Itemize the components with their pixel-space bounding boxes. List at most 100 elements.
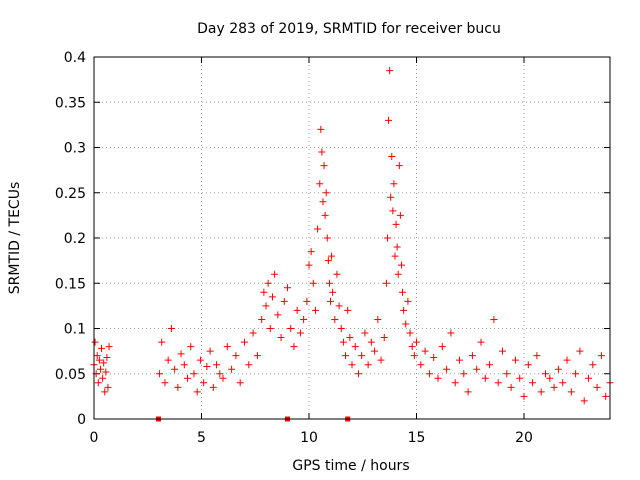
data-point xyxy=(593,383,601,391)
data-point xyxy=(316,180,324,188)
data-point xyxy=(572,370,580,378)
data-point xyxy=(589,361,597,369)
data-point xyxy=(389,207,397,215)
data-point xyxy=(393,243,401,251)
data-point xyxy=(300,315,308,323)
data-point xyxy=(317,125,325,133)
data-point xyxy=(520,392,528,400)
data-point xyxy=(408,343,416,351)
data-point xyxy=(321,211,329,219)
data-point xyxy=(174,383,182,391)
x-tick-label: 10 xyxy=(300,430,318,446)
data-point xyxy=(473,365,481,373)
data-point xyxy=(434,374,442,382)
y-axis-label: SRMTID / TECUs xyxy=(7,182,23,295)
data-points xyxy=(90,67,614,422)
data-point xyxy=(337,325,345,332)
data-point xyxy=(399,288,407,296)
data-point xyxy=(394,270,402,278)
data-point xyxy=(324,257,332,265)
data-point xyxy=(203,363,211,371)
data-point xyxy=(105,343,113,351)
y-tick-label: 0.2 xyxy=(64,231,86,247)
data-point xyxy=(385,116,393,124)
data-point xyxy=(585,374,592,382)
data-point xyxy=(293,306,301,314)
data-point xyxy=(161,379,169,387)
data-point xyxy=(364,361,372,369)
data-point xyxy=(602,392,610,400)
data-point xyxy=(213,361,221,369)
data-point xyxy=(344,306,352,314)
data-point xyxy=(167,325,175,332)
y-tick-label: 0.35 xyxy=(55,95,86,111)
data-point xyxy=(397,261,405,269)
x-tick-label: 0 xyxy=(90,430,99,446)
data-point xyxy=(377,356,385,364)
data-point xyxy=(348,361,356,369)
data-point xyxy=(190,370,198,378)
data-point xyxy=(382,279,390,287)
data-point xyxy=(486,361,494,369)
data-point xyxy=(98,344,106,352)
data-point xyxy=(94,379,102,387)
data-point xyxy=(228,365,236,373)
data-point xyxy=(499,347,506,355)
data-point xyxy=(559,379,567,387)
data-point xyxy=(177,350,185,358)
data-point xyxy=(164,356,172,364)
data-point xyxy=(104,383,112,391)
grid-lines xyxy=(94,57,610,419)
data-point xyxy=(391,252,399,260)
data-point xyxy=(392,220,400,228)
data-point xyxy=(410,352,418,360)
data-point xyxy=(258,315,266,323)
data-point xyxy=(232,352,240,360)
data-point xyxy=(245,361,253,369)
data-point xyxy=(383,234,391,242)
data-point xyxy=(320,162,328,170)
data-point xyxy=(274,311,282,319)
data-point xyxy=(253,352,261,360)
x-tick-label: 15 xyxy=(408,430,426,446)
data-point xyxy=(171,365,179,373)
data-point xyxy=(563,356,571,364)
y-tick-label: 0.25 xyxy=(55,186,86,202)
data-point xyxy=(425,370,433,378)
y-tick-label: 0 xyxy=(77,412,86,428)
data-point xyxy=(468,352,476,360)
data-point xyxy=(533,352,541,360)
data-point xyxy=(402,320,410,328)
data-point xyxy=(309,279,317,287)
data-point xyxy=(524,361,532,369)
data-point xyxy=(451,379,459,387)
data-point xyxy=(567,388,575,396)
data-point xyxy=(537,388,545,396)
data-point xyxy=(421,347,429,355)
data-point xyxy=(554,365,562,373)
data-point xyxy=(354,370,362,378)
data-point xyxy=(390,180,398,188)
y-tick-label: 0.3 xyxy=(64,141,86,157)
data-point xyxy=(209,383,217,391)
data-point xyxy=(387,193,395,201)
data-point xyxy=(206,347,214,355)
data-point xyxy=(374,315,382,323)
data-point xyxy=(100,359,108,367)
data-point xyxy=(351,343,359,351)
data-point xyxy=(328,252,336,260)
data-point xyxy=(481,374,489,382)
data-point xyxy=(96,365,104,373)
data-point xyxy=(430,353,438,361)
data-point xyxy=(550,383,558,391)
data-point xyxy=(319,198,327,206)
data-point xyxy=(307,248,315,256)
data-point xyxy=(342,352,350,360)
data-point xyxy=(184,374,192,382)
data-point xyxy=(101,388,109,396)
data-point xyxy=(358,352,366,360)
data-point xyxy=(503,370,511,378)
data-point xyxy=(187,343,195,351)
data-point xyxy=(95,356,103,364)
